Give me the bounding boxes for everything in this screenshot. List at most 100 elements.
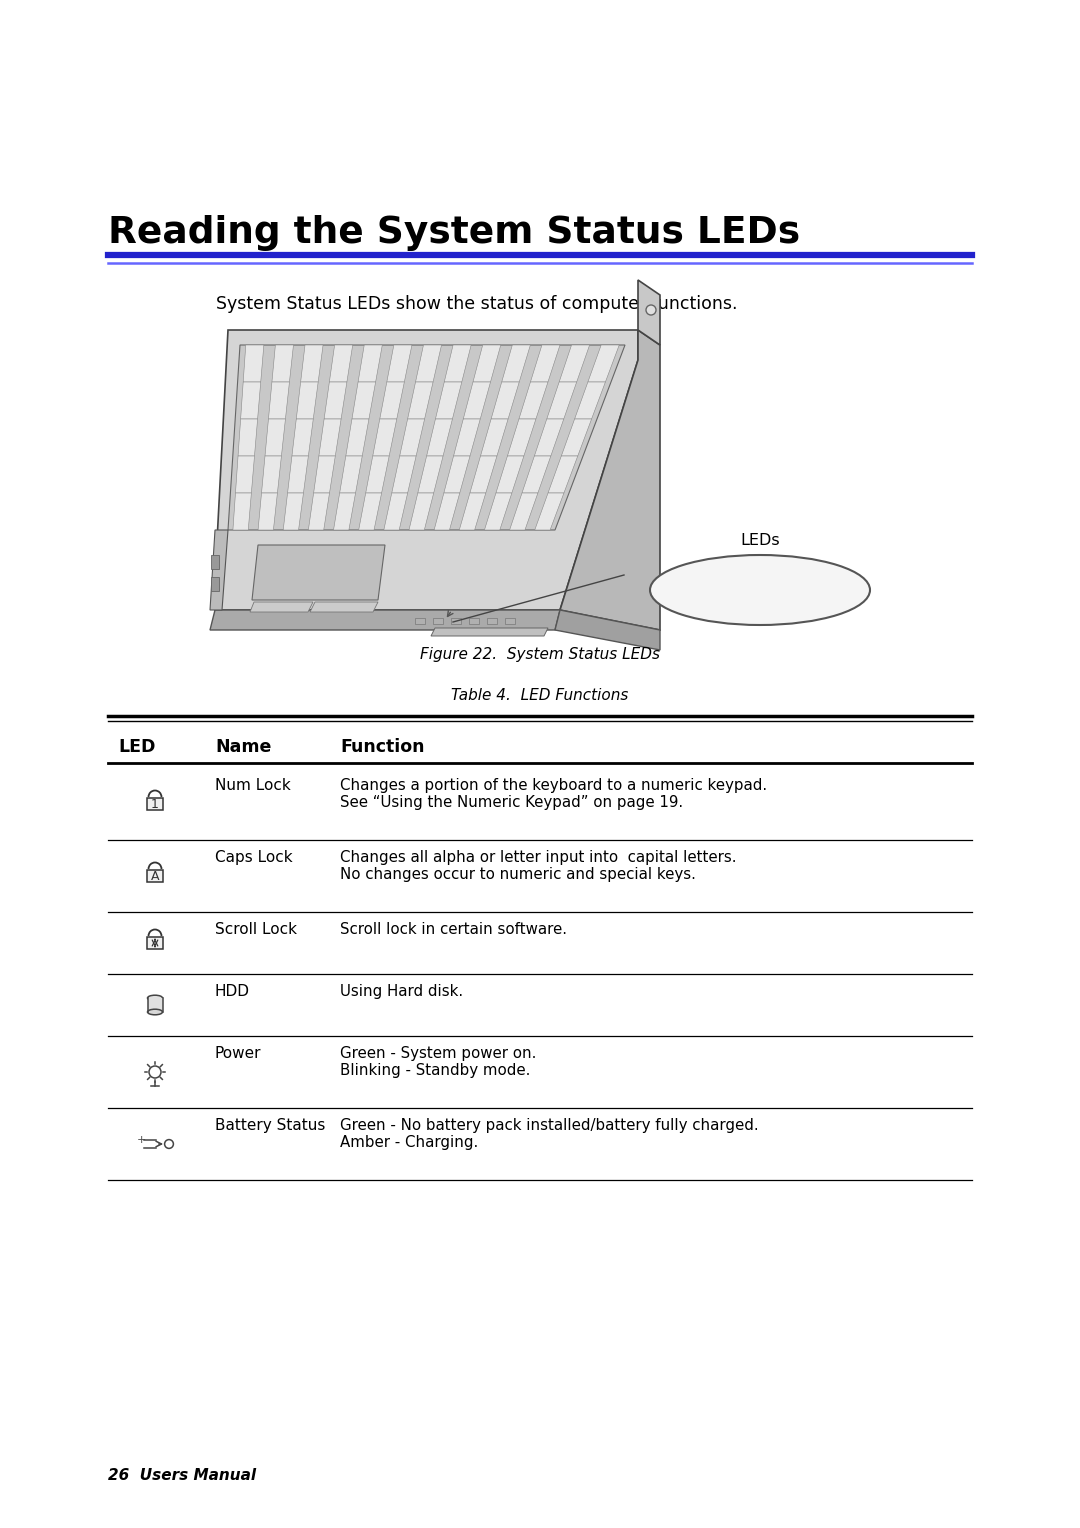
Polygon shape — [300, 345, 323, 382]
Text: 1: 1 — [684, 585, 689, 594]
Polygon shape — [296, 382, 319, 419]
Text: Caps Lock: Caps Lock — [215, 850, 293, 865]
Polygon shape — [324, 382, 347, 419]
Polygon shape — [309, 494, 329, 530]
Ellipse shape — [148, 1008, 162, 1015]
FancyBboxPatch shape — [147, 798, 163, 810]
Polygon shape — [588, 345, 619, 382]
Polygon shape — [228, 345, 625, 530]
Text: 1: 1 — [151, 798, 159, 810]
Polygon shape — [249, 602, 313, 613]
Polygon shape — [535, 419, 564, 455]
Polygon shape — [383, 494, 407, 530]
Polygon shape — [272, 345, 294, 382]
Polygon shape — [561, 330, 660, 630]
FancyBboxPatch shape — [147, 869, 163, 882]
Polygon shape — [359, 345, 382, 382]
Polygon shape — [392, 455, 416, 494]
Text: See “Using the Numeric Keypad” on page 19.: See “Using the Numeric Keypad” on page 1… — [340, 795, 684, 810]
Polygon shape — [548, 455, 578, 494]
Polygon shape — [340, 455, 362, 494]
Text: Scroll Lock: Scroll Lock — [215, 921, 297, 937]
Polygon shape — [319, 419, 341, 455]
Ellipse shape — [148, 995, 162, 1001]
Text: Name: Name — [215, 738, 271, 756]
FancyBboxPatch shape — [681, 587, 691, 593]
Ellipse shape — [650, 555, 870, 625]
Polygon shape — [562, 419, 592, 455]
Polygon shape — [211, 578, 219, 591]
Polygon shape — [310, 602, 378, 613]
Polygon shape — [283, 494, 303, 530]
Text: Figure 22.  System Status LEDs: Figure 22. System Status LEDs — [420, 646, 660, 662]
Polygon shape — [409, 494, 434, 530]
Polygon shape — [334, 494, 355, 530]
Polygon shape — [451, 617, 461, 623]
Polygon shape — [210, 530, 228, 610]
Polygon shape — [463, 382, 490, 419]
FancyBboxPatch shape — [746, 587, 755, 593]
Polygon shape — [433, 617, 443, 623]
Polygon shape — [329, 345, 353, 382]
Text: A: A — [151, 869, 159, 883]
Text: Num Lock: Num Lock — [215, 778, 291, 793]
Polygon shape — [535, 494, 564, 530]
Bar — [148, 998, 162, 1012]
Polygon shape — [243, 345, 264, 382]
Text: A: A — [715, 585, 721, 594]
Text: Green - System power on.: Green - System power on. — [340, 1047, 537, 1060]
Polygon shape — [359, 494, 381, 530]
Polygon shape — [380, 382, 404, 419]
Text: System Status LEDs show the status of computer functions.: System Status LEDs show the status of co… — [216, 295, 738, 313]
Text: Power: Power — [215, 1047, 261, 1060]
Polygon shape — [418, 455, 443, 494]
Polygon shape — [435, 382, 462, 419]
FancyBboxPatch shape — [147, 937, 163, 949]
Polygon shape — [269, 382, 289, 419]
Polygon shape — [431, 628, 548, 636]
Polygon shape — [502, 345, 530, 382]
Text: LED: LED — [118, 738, 156, 756]
Polygon shape — [400, 419, 424, 455]
Polygon shape — [496, 455, 524, 494]
Text: Changes all alpha or letter input into  capital letters.: Changes all alpha or letter input into c… — [340, 850, 737, 865]
Polygon shape — [522, 455, 551, 494]
Polygon shape — [555, 610, 660, 649]
Polygon shape — [518, 382, 548, 419]
Polygon shape — [238, 419, 258, 455]
Polygon shape — [434, 494, 460, 530]
Polygon shape — [559, 345, 590, 382]
Polygon shape — [313, 455, 335, 494]
Polygon shape — [444, 345, 471, 382]
Text: Green - No battery pack installed/battery fully charged.: Green - No battery pack installed/batter… — [340, 1118, 758, 1132]
Text: Reading the System Status LEDs: Reading the System Status LEDs — [108, 215, 800, 251]
Text: Changes a portion of the keyboard to a numeric keypad.: Changes a portion of the keyboard to a n… — [340, 778, 767, 793]
Polygon shape — [415, 617, 426, 623]
Polygon shape — [211, 555, 219, 568]
Polygon shape — [491, 382, 519, 419]
Text: No changes occur to numeric and special keys.: No changes occur to numeric and special … — [340, 866, 696, 882]
Text: Blinking - Standby mode.: Blinking - Standby mode. — [340, 1063, 530, 1077]
Ellipse shape — [779, 593, 786, 596]
Polygon shape — [387, 345, 411, 382]
Polygon shape — [546, 382, 577, 419]
Polygon shape — [215, 330, 638, 610]
Polygon shape — [473, 345, 501, 382]
Polygon shape — [366, 455, 389, 494]
Polygon shape — [265, 419, 285, 455]
Polygon shape — [510, 494, 538, 530]
Circle shape — [646, 306, 656, 315]
Text: Using Hard disk.: Using Hard disk. — [340, 984, 463, 999]
Polygon shape — [427, 419, 453, 455]
Polygon shape — [407, 382, 433, 419]
Polygon shape — [233, 494, 252, 530]
Polygon shape — [416, 345, 442, 382]
Polygon shape — [454, 419, 481, 455]
FancyBboxPatch shape — [714, 587, 723, 593]
Polygon shape — [292, 419, 313, 455]
Text: LEDs: LEDs — [740, 533, 780, 549]
Text: 26  Users Manual: 26 Users Manual — [108, 1468, 256, 1484]
Text: HDD: HDD — [215, 984, 249, 999]
Polygon shape — [469, 617, 480, 623]
Text: +: + — [836, 584, 843, 593]
